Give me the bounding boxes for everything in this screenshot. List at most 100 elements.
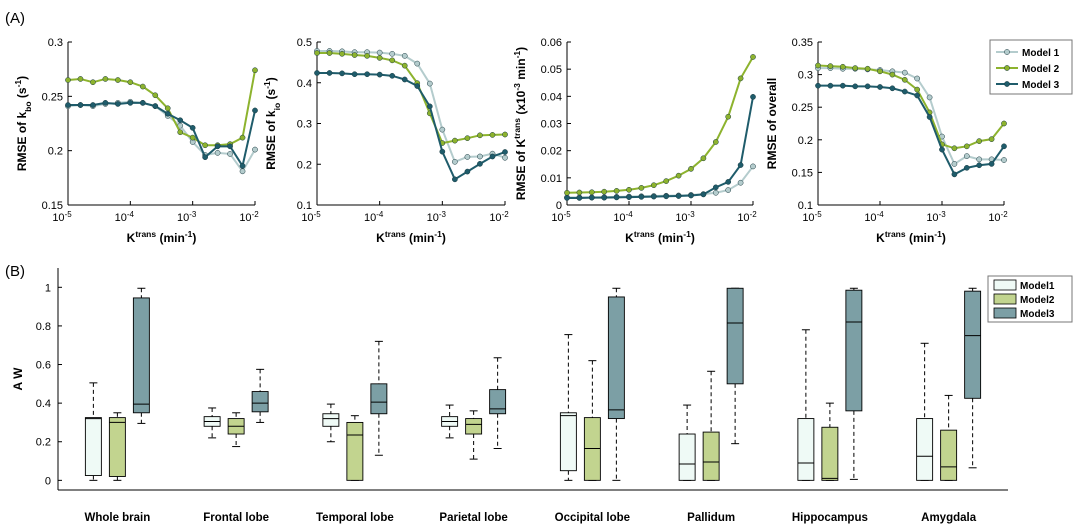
iqr-box	[916, 418, 934, 481]
data-point	[389, 72, 396, 79]
x-tick-label: 10-4	[364, 210, 384, 225]
legend-label: Model2	[1020, 295, 1055, 306]
data-point	[164, 110, 171, 117]
tick-exponent: -3	[688, 210, 696, 219]
label-text: )	[514, 47, 528, 51]
label-text: RMSE of k	[15, 111, 29, 171]
legend-label: Model3	[1020, 309, 1055, 320]
data-point	[326, 70, 333, 76]
series-line	[317, 52, 506, 145]
data-point	[252, 67, 258, 74]
y-axis-label: RMSE of Ktrans (x10-3 min-1)	[512, 47, 528, 200]
data-point	[252, 107, 258, 114]
x-tick-label: 10-3	[675, 210, 695, 225]
data-point	[688, 192, 694, 199]
data-point	[700, 191, 707, 198]
series-line	[566, 56, 754, 194]
series-line	[67, 100, 256, 174]
iqr-box	[322, 413, 340, 427]
y-tick-label: 0.04	[541, 91, 562, 103]
tick-exponent: -2	[750, 210, 758, 219]
iqr-box	[821, 426, 839, 481]
box-model2	[465, 410, 483, 460]
series-line	[567, 96, 754, 199]
data-point	[737, 162, 744, 168]
data-point	[576, 189, 583, 196]
data-point	[502, 149, 508, 155]
data-point	[901, 76, 908, 83]
box-model1	[84, 382, 102, 481]
data-point	[963, 164, 970, 171]
y-tick-label: 0.01	[541, 173, 562, 185]
label-superscript: -1	[262, 81, 272, 89]
y-tick-label: 0.35	[792, 37, 813, 49]
x-tick-label: 10-3	[926, 210, 946, 225]
data-point	[177, 117, 184, 124]
tick-exponent: -3	[189, 210, 197, 219]
data-point	[239, 168, 246, 175]
x-axis-label: Ktrans (min-1)	[376, 229, 446, 245]
x-tick-label: 10-5	[551, 210, 571, 225]
box-model1	[559, 334, 577, 481]
data-point	[115, 101, 121, 107]
data-point	[750, 163, 756, 170]
tick-base: 10	[675, 212, 687, 224]
data-point	[452, 176, 458, 183]
box-model3	[726, 287, 744, 445]
y-tick-label: 0.15	[792, 167, 813, 179]
label-text: )	[192, 231, 196, 245]
data-point	[139, 83, 146, 90]
box-chart: 0 0.2 0.4 0.6 0.8 1 A W Whole brain Frontal lobe…	[11, 268, 1008, 524]
y-tick-label: 0.02	[541, 146, 562, 158]
series-line	[317, 71, 506, 181]
tick-base: 10	[427, 212, 439, 224]
label-superscript: trans	[512, 118, 522, 139]
data-point	[839, 63, 846, 70]
data-point	[502, 131, 508, 138]
x-category-label: Temporal lobe	[316, 512, 394, 524]
tick-exponent: -5	[314, 210, 322, 219]
y-tick-label: 0.2	[798, 135, 813, 147]
x-tick-label: 10-4	[864, 210, 884, 225]
box-model3	[370, 340, 388, 456]
x-tick-label: 10-4	[613, 210, 633, 225]
label-superscript: trans	[885, 229, 906, 239]
tick-exponent: -5	[815, 210, 823, 219]
label-text: (min	[406, 231, 435, 245]
data-point	[389, 50, 396, 57]
x-tick-label: 10-2	[737, 210, 757, 225]
data-point	[877, 84, 883, 90]
box-model3	[964, 287, 982, 469]
data-point	[477, 132, 483, 139]
data-point	[852, 83, 859, 90]
data-point	[102, 100, 109, 106]
data-point	[1001, 157, 1007, 163]
data-point	[675, 172, 682, 179]
data-point	[601, 194, 608, 201]
data-point	[951, 171, 958, 178]
x-tick-label: 10-4	[115, 210, 135, 225]
box-model3	[132, 287, 150, 424]
data-point	[963, 143, 970, 150]
data-point	[976, 156, 983, 163]
data-point	[626, 186, 632, 193]
x-category-label: Frontal lobe	[203, 512, 269, 524]
tick-base: 10	[926, 212, 938, 224]
legend-label: Model1	[1020, 281, 1055, 292]
tick-exponent: -5	[564, 210, 572, 219]
data-point	[839, 82, 846, 89]
label-text: (s	[264, 89, 278, 103]
y-tick-label: 0.06	[541, 37, 562, 49]
data-point	[725, 179, 732, 185]
x-axis-label: Ktrans (min-1)	[876, 229, 946, 245]
data-point	[376, 49, 383, 56]
tick-exponent: -3	[439, 210, 447, 219]
box-model2	[821, 402, 839, 481]
label-text: (s	[15, 87, 29, 101]
data-point	[988, 136, 995, 142]
data-point	[414, 60, 421, 67]
y-axis-label: A W	[11, 367, 25, 391]
panel-a-label: (A)	[5, 10, 25, 27]
data-point	[926, 94, 933, 101]
y-tick-label: 0	[556, 200, 562, 212]
